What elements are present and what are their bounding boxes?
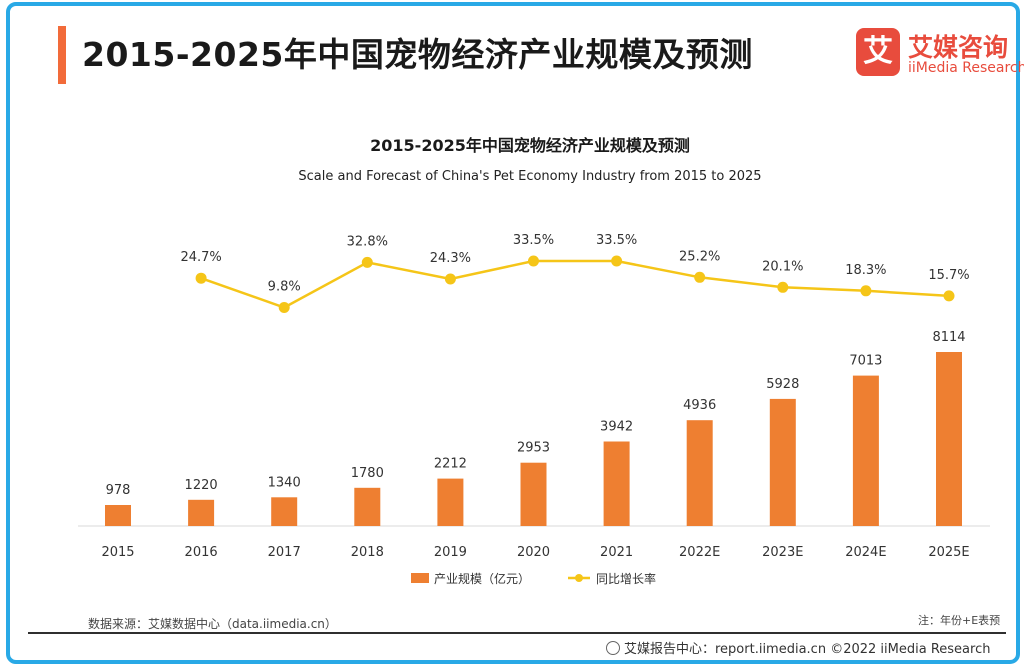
bar-label-2024E: 7013 — [849, 354, 882, 369]
bar-label-2015: 978 — [106, 483, 131, 498]
x-tick-2022E: 2022E — [679, 545, 720, 560]
globe-icon — [606, 641, 620, 655]
x-tick-2025E: 2025E — [928, 545, 969, 560]
x-tick-2023E: 2023E — [762, 545, 803, 560]
bar-label-2022E: 4936 — [683, 398, 716, 413]
growth-point-2024E — [860, 285, 872, 297]
bar-2022E — [686, 420, 713, 526]
bar-label-2016: 1220 — [185, 478, 218, 493]
bar-2018 — [354, 487, 381, 526]
data-source: 数据来源：艾媒数据中心（data.iimedia.cn） — [88, 617, 337, 631]
growth-label-2022E: 25.2% — [679, 249, 720, 264]
bar-label-2019: 2212 — [434, 457, 467, 472]
legend-swatch-bar — [411, 573, 429, 583]
x-tick-2018: 2018 — [351, 545, 384, 560]
footer-divider — [28, 632, 1006, 634]
bar-label-2018: 1780 — [351, 466, 384, 481]
forecast-note: 注：年份+E表预 — [918, 614, 1001, 627]
bar-2023E — [769, 398, 796, 526]
x-tick-2020: 2020 — [517, 545, 550, 560]
growth-label-2017: 9.8% — [268, 280, 301, 295]
bar-2025E — [936, 352, 962, 526]
bar-2016 — [188, 499, 215, 526]
bar-2015 — [105, 505, 131, 526]
x-tick-2019: 2019 — [434, 545, 467, 560]
growth-point-2020 — [528, 255, 539, 267]
growth-label-2025E: 15.7% — [928, 268, 969, 283]
growth-label-2016: 24.7% — [180, 250, 221, 265]
growth-label-2021: 33.5% — [596, 233, 637, 248]
x-tick-2024E: 2024E — [845, 545, 886, 560]
growth-point-2023E — [777, 281, 789, 293]
iimedia-logo: 艾 艾媒咨询 iiMedia Research — [856, 26, 1024, 82]
footer-report-center: 艾媒报告中心：report.iimedia.cn ©2022 iiMedia R… — [606, 638, 990, 657]
legend-swatch-dot — [575, 574, 583, 582]
logo-text-en: iiMedia Research — [908, 60, 1024, 76]
x-tick-2021: 2021 — [600, 545, 633, 560]
x-tick-2016: 2016 — [185, 545, 218, 560]
growth-point-2021 — [611, 255, 623, 267]
bar-2024E — [852, 375, 879, 526]
bar-2020 — [520, 462, 547, 526]
bar-2017 — [271, 497, 298, 526]
growth-label-2018: 32.8% — [347, 234, 388, 249]
growth-label-2023E: 20.1% — [762, 259, 803, 274]
bar-label-2025E: 8114 — [932, 330, 965, 345]
growth-point-2022E — [694, 271, 706, 283]
growth-point-2017 — [278, 302, 290, 313]
legend-label-bar: 产业规模（亿元） — [434, 571, 530, 586]
growth-point-2025E — [943, 290, 955, 302]
x-tick-2015: 2015 — [101, 545, 134, 560]
report-frame — [6, 2, 1020, 664]
chart-title: 2015-2025年中国宠物经济产业规模及预测 — [370, 136, 690, 155]
page-title: 2015-2025年中国宠物经济产业规模及预测 — [82, 35, 753, 74]
bar-label-2020: 2953 — [517, 441, 550, 456]
chart-legend: 产业规模（亿元） 同比增长率 — [411, 571, 656, 586]
growth-point-2018 — [361, 256, 373, 268]
bar-label-2017: 1340 — [268, 475, 301, 490]
logo-mark-icon: 艾 — [856, 28, 900, 76]
logo-text-cn: 艾媒咨询 — [908, 33, 1009, 62]
x-tick-2017: 2017 — [268, 545, 301, 560]
growth-label-2024E: 18.3% — [845, 263, 886, 278]
bar-label-2023E: 5928 — [766, 377, 799, 392]
footer-text: 艾媒报告中心：report.iimedia.cn ©2022 iiMedia R… — [624, 642, 991, 657]
growth-point-2019 — [444, 273, 456, 285]
title-accent-bar — [58, 26, 66, 84]
legend-label-line: 同比增长率 — [596, 571, 656, 586]
growth-label-2020: 33.5% — [513, 233, 554, 248]
growth-point-2016 — [195, 272, 207, 284]
chart-subtitle: Scale and Forecast of China's Pet Econom… — [298, 169, 761, 184]
bar-2019 — [437, 478, 464, 526]
growth-label-2019: 24.3% — [430, 251, 471, 266]
growth-rate-line — [200, 259, 950, 309]
bar-label-2021: 3942 — [600, 420, 633, 435]
bar-2021 — [603, 441, 630, 526]
